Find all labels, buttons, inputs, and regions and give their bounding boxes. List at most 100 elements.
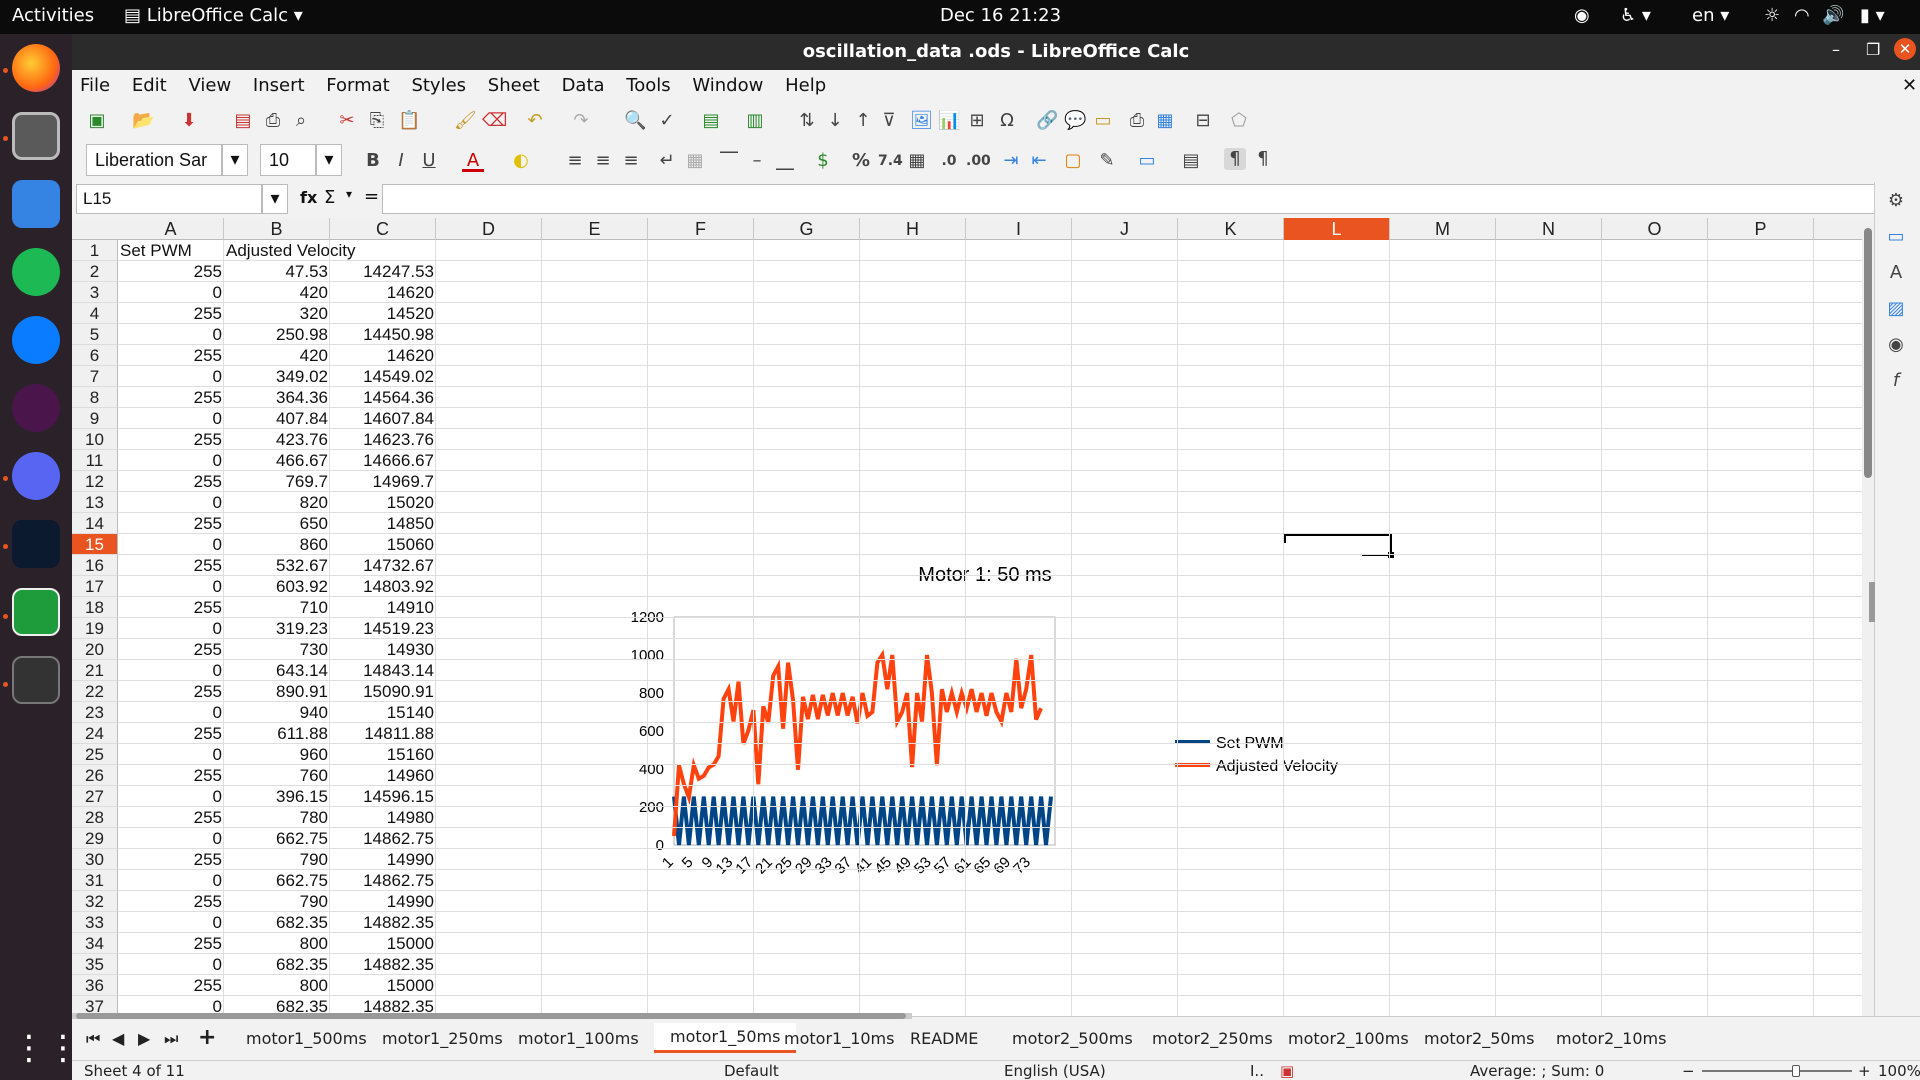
row-header-27[interactable]: 27 xyxy=(72,786,118,807)
open-icon[interactable]: 📂 xyxy=(132,110,155,131)
cell-c34[interactable]: 15000 xyxy=(386,934,434,953)
align-top-icon[interactable]: ⎺ xyxy=(720,150,738,171)
sheet-tab-motor1-100ms[interactable]: motor1_100ms xyxy=(518,1029,639,1048)
row-header-15[interactable]: 15 xyxy=(72,534,118,555)
zoom-slider[interactable] xyxy=(1702,1070,1852,1072)
column-header-k[interactable]: K xyxy=(1178,218,1284,240)
menu-data[interactable]: Data xyxy=(561,75,605,96)
cell-a35[interactable]: 0 xyxy=(212,955,222,974)
row-header-31[interactable]: 31 xyxy=(72,870,118,891)
cell-b21[interactable]: 643.14 xyxy=(276,661,328,680)
add-sheet-icon[interactable]: + xyxy=(198,1025,217,1050)
row-header-11[interactable]: 11 xyxy=(72,450,118,471)
redo-icon[interactable]: ↷ xyxy=(573,110,589,131)
cell-a36[interactable]: 255 xyxy=(193,976,222,995)
find-replace-icon[interactable]: 🔍 xyxy=(624,110,647,131)
cell-b29[interactable]: 662.75 xyxy=(276,829,328,848)
libreoffice-calc-icon[interactable] xyxy=(12,588,60,636)
row-header-35[interactable]: 35 xyxy=(72,954,118,975)
vertical-scrollbar[interactable] xyxy=(1862,218,1874,1016)
cell-c5[interactable]: 14450.98 xyxy=(363,325,434,344)
spelling-icon[interactable]: ✓ xyxy=(659,110,675,131)
row-header-18[interactable]: 18 xyxy=(72,597,118,618)
cell-a34[interactable]: 255 xyxy=(193,934,222,953)
print-preview-icon[interactable]: ⌕ xyxy=(295,110,307,131)
row-header-33[interactable]: 33 xyxy=(72,912,118,933)
highlight-color-icon[interactable]: ◐ xyxy=(513,150,529,171)
cell-a9[interactable]: 0 xyxy=(212,409,222,428)
cell-b17[interactable]: 603.92 xyxy=(276,577,328,596)
cell-b23[interactable]: 940 xyxy=(299,703,328,722)
cell-c35[interactable]: 14882.35 xyxy=(363,955,434,974)
row-icon[interactable]: ▤ xyxy=(702,110,720,131)
font-size-dropdown[interactable]: ▾ xyxy=(316,144,342,176)
cell-b2[interactable]: 47.53 xyxy=(285,262,328,281)
sidebar-functions-icon[interactable]: f xyxy=(1892,370,1900,391)
cell-b25[interactable]: 960 xyxy=(299,745,328,764)
cell-b22[interactable]: 890.91 xyxy=(276,682,328,701)
vertical-scroll-thumb[interactable] xyxy=(1864,228,1872,478)
row-header-7[interactable]: 7 xyxy=(72,366,118,387)
chart[interactable]: Motor 1: 50 ms 020040060080010001200 159… xyxy=(612,543,1362,963)
menu-window[interactable]: Window xyxy=(692,75,764,96)
cell-c7[interactable]: 14549.02 xyxy=(363,367,434,386)
cell-a15[interactable]: 0 xyxy=(212,535,222,554)
cell-c27[interactable]: 14596.15 xyxy=(363,787,434,806)
show-draw-functions-icon[interactable]: ⬠ xyxy=(1231,110,1247,131)
row-header-37[interactable]: 37 xyxy=(72,996,118,1016)
cell-a13[interactable]: 0 xyxy=(212,493,222,512)
row-header-28[interactable]: 28 xyxy=(72,807,118,828)
close-document-icon[interactable]: ✕ xyxy=(1902,75,1918,96)
cell-c2[interactable]: 14247.53 xyxy=(363,262,434,281)
row-header-6[interactable]: 6 xyxy=(72,345,118,366)
font-name-dropdown[interactable]: ▾ xyxy=(222,144,248,176)
cell-c25[interactable]: 15160 xyxy=(386,745,434,764)
sheet-tab-readme[interactable]: README xyxy=(910,1029,979,1048)
column-icon[interactable]: ▥ xyxy=(746,110,764,131)
column-header-l[interactable]: L xyxy=(1284,218,1390,240)
sheet-tab-motor1-250ms[interactable]: motor1_250ms xyxy=(382,1029,503,1048)
define-print-area-icon[interactable]: ⎙ xyxy=(1129,110,1145,131)
cell-b33[interactable]: 682.35 xyxy=(276,913,328,932)
cell-a19[interactable]: 0 xyxy=(212,619,222,638)
menu-sheet[interactable]: Sheet xyxy=(487,75,540,96)
cut-icon[interactable]: ✂ xyxy=(339,110,355,131)
column-header-f[interactable]: F xyxy=(648,218,754,240)
paste-icon[interactable]: 📋 xyxy=(398,110,421,131)
cell-a29[interactable]: 0 xyxy=(212,829,222,848)
cell-c13[interactable]: 15020 xyxy=(386,493,434,512)
cell-a3[interactable]: 0 xyxy=(212,283,222,302)
row-header-23[interactable]: 23 xyxy=(72,702,118,723)
cell-b13[interactable]: 820 xyxy=(299,493,328,512)
cell-b35[interactable]: 682.35 xyxy=(276,955,328,974)
menu-insert[interactable]: Insert xyxy=(252,75,305,96)
page-style[interactable]: Default xyxy=(724,1062,779,1080)
sheet-tab-motor1-10ms[interactable]: motor1_10ms xyxy=(784,1029,895,1048)
cell-a2[interactable]: 255 xyxy=(193,262,222,281)
row-header-26[interactable]: 26 xyxy=(72,765,118,786)
wifi-icon[interactable]: ◠ xyxy=(1794,5,1810,26)
cell-c4[interactable]: 14520 xyxy=(386,304,434,323)
cell-a24[interactable]: 255 xyxy=(193,724,222,743)
center-vertically-icon[interactable]: – xyxy=(752,150,762,171)
sheet-tab-motor2-250ms[interactable]: motor2_250ms xyxy=(1152,1029,1273,1048)
sum-dropdown-icon[interactable]: ▾ xyxy=(346,187,353,201)
sidebar-collapse-handle[interactable] xyxy=(1869,582,1875,622)
fill-handle[interactable] xyxy=(1388,552,1394,558)
horizontal-scroll-thumb[interactable] xyxy=(76,1013,906,1019)
spotify-icon[interactable] xyxy=(12,248,60,296)
column-header-c[interactable]: C xyxy=(330,218,436,240)
files-icon[interactable] xyxy=(12,112,60,160)
cell-b12[interactable]: 769.7 xyxy=(285,472,328,491)
add-decimal-icon[interactable]: .0 xyxy=(941,153,957,169)
sort-ascending-icon[interactable]: ↓ xyxy=(827,110,843,131)
cell-b10[interactable]: 423.76 xyxy=(276,430,328,449)
conditional-format-icon[interactable]: ▤ xyxy=(1182,150,1200,171)
cell-b7[interactable]: 349.02 xyxy=(276,367,328,386)
row-header-2[interactable]: 2 xyxy=(72,261,118,282)
cell-a20[interactable]: 255 xyxy=(193,640,222,659)
sidebar-settings-icon[interactable]: ⚙ xyxy=(1887,190,1905,211)
sidebar-navigator-icon[interactable]: ◉ xyxy=(1888,334,1904,355)
cell-a37[interactable]: 0 xyxy=(212,997,222,1016)
